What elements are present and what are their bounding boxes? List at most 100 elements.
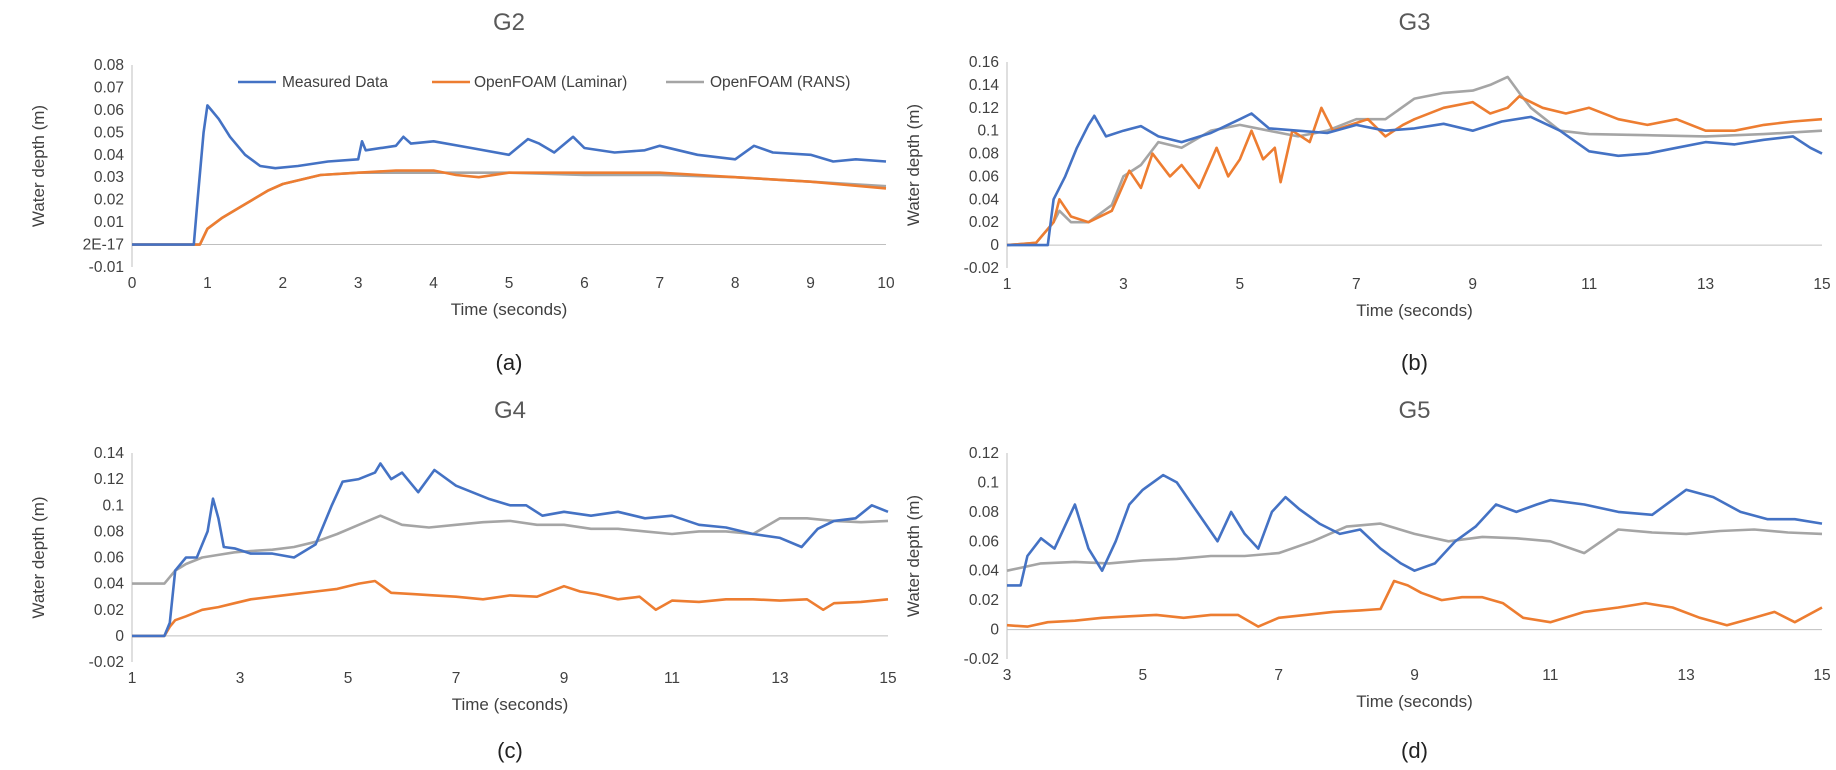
x-tick-label: 3 [354, 275, 363, 292]
series-line-measured-data [132, 104, 887, 246]
chart-title: G4 [494, 397, 526, 424]
y-tick-label: 0.06 [969, 168, 999, 185]
y-tick-label: 2E-17 [83, 237, 124, 254]
y-tick-label: -0.02 [964, 260, 999, 277]
x-tick-label: 13 [771, 670, 788, 687]
x-axis-label: Time (seconds) [1356, 301, 1473, 320]
chart-panel-a: G2 -0.01 2E-17 0.01 0.02 0.03 0.04 0.05 0.06 0.07… [29, 9, 895, 375]
x-tick-label: 7 [655, 275, 664, 292]
y-tick-label: -0.02 [964, 651, 999, 668]
chart-panel-b: G3 -0.02 0 0.02 0.04 0.06 0.08 0.1 0.12 0.14 0.16 1… [904, 9, 1831, 375]
x-tick-label: 15 [1813, 667, 1830, 684]
y-tick-label: 0.14 [94, 445, 125, 462]
legend-label: OpenFOAM (Laminar) [474, 74, 627, 91]
series-line-openfoam-laminar [132, 579, 889, 638]
y-tick-label: 0.12 [969, 445, 999, 462]
panel-caption: (a) [496, 350, 523, 375]
series-line-openfoam-laminar [1006, 579, 1823, 628]
x-tick-label: 7 [452, 670, 461, 687]
y-tick-label: 0.02 [94, 192, 124, 209]
x-tick-label: 3 [1003, 667, 1012, 684]
x-tick-label: 5 [505, 275, 514, 292]
series-line-openfoam-rans [132, 514, 889, 585]
y-axis-label: Water depth (m) [904, 495, 923, 617]
y-tick-label: 0.1 [977, 474, 999, 491]
x-axis-label: Time (seconds) [451, 300, 568, 319]
series-line-measured-data [132, 462, 889, 638]
y-axis-label: Water depth (m) [29, 105, 48, 227]
y-tick-label: 0.01 [94, 214, 124, 231]
y-tick-label: 0.04 [94, 576, 125, 593]
y-tick-label: 0.07 [94, 79, 124, 96]
series-line-openfoam-rans [132, 171, 887, 246]
y-tick-label: 0.14 [969, 77, 1000, 94]
x-tick-label: 2 [278, 275, 287, 292]
chart-title: G5 [1398, 397, 1430, 424]
y-tick-label: 0.02 [969, 592, 999, 609]
panel-caption: (b) [1401, 350, 1428, 375]
x-tick-label: 15 [879, 670, 896, 687]
x-tick-label: 1 [203, 275, 212, 292]
series-line-openfoam-laminar [132, 169, 887, 246]
x-tick-label: 7 [1352, 276, 1361, 293]
legend-label: Measured Data [282, 74, 388, 91]
legend-label: OpenFOAM (RANS) [710, 74, 850, 91]
y-tick-label: 0 [990, 622, 999, 639]
x-tick-label: 11 [1542, 667, 1558, 684]
y-tick-label: 0.02 [94, 602, 124, 619]
y-tick-label: 0.12 [94, 471, 124, 488]
y-tick-label: 0.04 [969, 191, 1000, 208]
y-tick-label: 0.06 [94, 550, 124, 567]
x-tick-label: 11 [1581, 276, 1597, 293]
chart-title: G2 [493, 9, 525, 36]
series-line-measured-data [1007, 473, 1823, 587]
x-tick-label: 3 [236, 670, 245, 687]
y-tick-label: 0.06 [94, 102, 124, 119]
y-axis-label: Water depth (m) [29, 496, 48, 618]
y-tick-label: 0.08 [969, 146, 999, 163]
panel-caption: (c) [497, 738, 523, 763]
x-tick-label: 11 [664, 670, 680, 687]
series-line-openfoam-rans [1006, 522, 1823, 572]
y-tick-label: 0.04 [969, 563, 1000, 580]
y-tick-label: 0 [990, 237, 999, 254]
chart-panel-d: G5 -0.02 0 0.02 0.04 0.06 0.08 0.1 0.12 3 5 7 9 11 13 1… [904, 397, 1831, 763]
x-axis-label: Time (seconds) [452, 695, 569, 714]
y-tick-label: 0.16 [969, 54, 999, 71]
x-tick-label: 8 [731, 275, 740, 292]
series-line-openfoam-rans [1006, 75, 1823, 247]
y-tick-label: 0.03 [94, 169, 124, 186]
x-tick-label: 1 [1003, 276, 1012, 293]
y-tick-label: -0.01 [89, 259, 124, 276]
y-axis-label: Water depth (m) [904, 104, 923, 226]
x-tick-label: 9 [1410, 667, 1419, 684]
x-tick-label: 5 [1236, 276, 1245, 293]
y-tick-label: -0.02 [89, 654, 124, 671]
y-tick-label: 0.08 [94, 523, 124, 540]
y-tick-label: 0.08 [94, 57, 124, 74]
y-tick-label: 0.02 [969, 214, 999, 231]
legend: Measured Data OpenFOAM (Laminar) OpenFOAM … [238, 74, 850, 91]
x-tick-label: 5 [344, 670, 353, 687]
x-tick-label: 15 [1813, 276, 1830, 293]
x-tick-label: 4 [429, 275, 438, 292]
y-tick-label: 0 [115, 628, 124, 645]
y-tick-label: 0.12 [969, 100, 999, 117]
x-tick-label: 13 [1697, 276, 1714, 293]
panel-caption: (d) [1401, 738, 1428, 763]
series-line-openfoam-laminar [1006, 95, 1823, 247]
chart-title: G3 [1398, 9, 1430, 36]
x-tick-label: 5 [1139, 667, 1148, 684]
x-tick-label: 9 [1468, 276, 1477, 293]
x-tick-label: 13 [1678, 667, 1695, 684]
y-tick-label: 0.05 [94, 124, 124, 141]
series-line-measured-data [1007, 112, 1823, 247]
x-tick-label: 9 [806, 275, 815, 292]
x-axis-label: Time (seconds) [1356, 692, 1473, 711]
y-tick-label: 0.06 [969, 533, 999, 550]
y-tick-label: 0.1 [977, 123, 999, 140]
y-tick-label: 0.04 [94, 147, 125, 164]
x-tick-label: 7 [1274, 667, 1283, 684]
